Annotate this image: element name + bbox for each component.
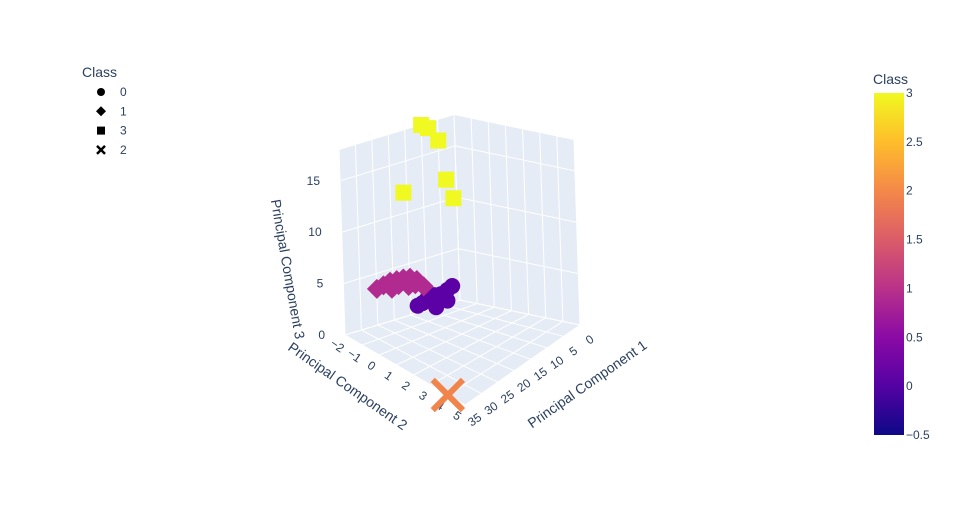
data-point-class-3 — [419, 120, 436, 137]
y-tick-label: −1 — [345, 346, 365, 366]
wall-grid-z-left — [341, 196, 457, 233]
x-tick-label: 20 — [515, 376, 534, 395]
data-point-class-0 — [434, 286, 451, 303]
colorbar-tick-label: 3 — [906, 86, 913, 100]
floor-grid-x — [394, 319, 515, 372]
wall-grid-z-right — [456, 196, 577, 223]
data-point-class-3 — [430, 132, 447, 149]
colorbar-title: Class — [873, 71, 908, 87]
data-point-class-0 — [409, 297, 426, 314]
z-tick-label: 0 — [318, 328, 325, 342]
data-point-class-1 — [381, 278, 402, 299]
y-tick-label: 1 — [382, 368, 396, 383]
colorbar-tick-label: 1.5 — [906, 233, 923, 247]
legend-title: Class — [82, 64, 117, 80]
x-tick-label: 25 — [498, 387, 517, 406]
legend-symbol-diamond — [96, 106, 106, 117]
back-wall-y-neg2 — [339, 115, 460, 335]
wall-grid-z-right — [458, 248, 579, 275]
data-point-class-3 — [395, 184, 412, 201]
scene: 05101520253035−2−1012345051015Principal … — [268, 114, 650, 433]
floor-grid-y — [430, 317, 546, 386]
colorbar-tick-label: 0.5 — [906, 330, 923, 344]
data-point-class-3 — [438, 171, 455, 188]
colorbar-tick-label: 2.5 — [906, 135, 923, 149]
legend-symbol-square — [97, 126, 105, 135]
floor-grid-x — [377, 324, 499, 383]
floor-grid-y — [379, 306, 495, 356]
x-tick-label: 10 — [547, 353, 566, 372]
y-tick-label: 3 — [416, 388, 430, 403]
floor-grid-y — [361, 303, 478, 346]
y-tick-label: 2 — [399, 378, 413, 393]
data-point-class-1 — [413, 276, 434, 297]
x-tick-label: 35 — [465, 410, 484, 429]
x-tick-label: 5 — [567, 343, 581, 358]
floor-plane — [345, 300, 580, 405]
colorbar-tick-label: −0.5 — [906, 428, 930, 442]
colorbar-tick-label: 1 — [906, 281, 913, 295]
floor-grid-y — [413, 313, 529, 376]
legend-symbol-x — [96, 145, 106, 155]
data-point-class-2 — [430, 377, 466, 413]
z-tick-label: 15 — [307, 174, 321, 188]
floor-grid-x — [426, 309, 548, 349]
floor-grid-y — [464, 324, 581, 406]
y-tick-label: −2 — [328, 336, 348, 356]
colorbar-tick-label: 0 — [906, 379, 913, 393]
floor-grid-y — [396, 310, 512, 366]
x-tick-label: 0 — [583, 332, 597, 347]
z-axis-title: Principal Component 3 — [268, 198, 308, 340]
legend-label: 0 — [120, 85, 127, 99]
floor-grid-x — [443, 304, 564, 337]
y-tick-label: 0 — [365, 358, 379, 373]
data-point-class-3 — [445, 190, 462, 207]
colorbar-tick-label: 2 — [906, 184, 913, 198]
data-point-class-1 — [366, 278, 387, 299]
x-tick-label: 30 — [482, 399, 501, 418]
back-wall-x0 — [454, 115, 580, 325]
z-tick-label: 10 — [308, 225, 322, 239]
z-tick-label: 5 — [317, 277, 324, 291]
floor-grid-x — [410, 314, 531, 360]
floor-grid-y — [447, 321, 564, 396]
legend-symbol-circle — [97, 88, 105, 96]
wall-grid-z-right — [454, 145, 576, 172]
legend-label: 2 — [120, 143, 127, 157]
wall-grid-z-left — [343, 248, 459, 285]
wall-grid-z-left — [339, 145, 456, 182]
wall-grid-z-right — [459, 299, 581, 326]
colorbar-gradient — [874, 93, 904, 435]
legend-label: 1 — [120, 104, 127, 118]
legend-label: 3 — [120, 124, 127, 138]
x-tick-label: 15 — [531, 364, 550, 383]
